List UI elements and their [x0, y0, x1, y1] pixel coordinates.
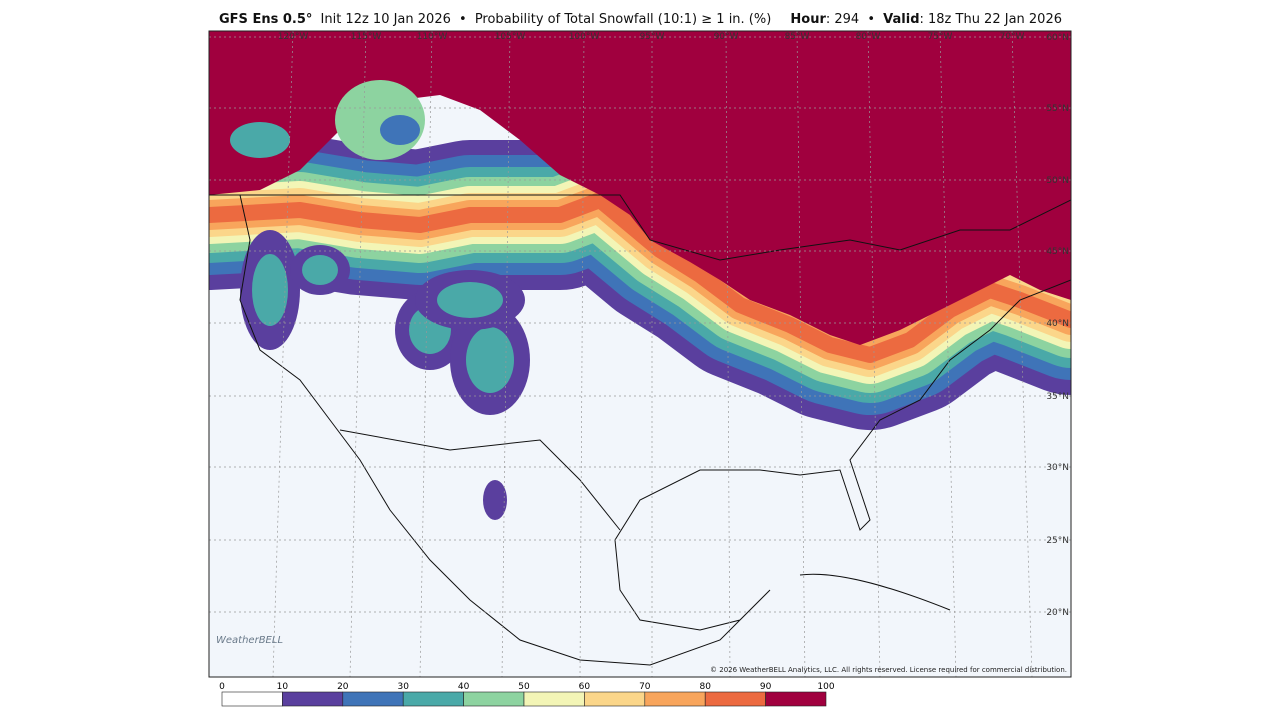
colorbar-segment [402, 691, 464, 707]
snow-blob [302, 255, 338, 285]
lon-label: 90°W [714, 32, 739, 42]
lat-label: 40°N [1046, 319, 1069, 329]
colorbar-segment [644, 691, 706, 707]
header-left: GFS Ens 0.5° Init 12z 10 Jan 2026 • Prob… [219, 12, 771, 27]
product: Probability of Total Snowfall (10:1) ≥ 1… [475, 12, 772, 27]
colorbar-tick-label: 0 [219, 682, 225, 692]
hour-label: Hour [790, 12, 826, 27]
lon-label: 105°W [495, 32, 526, 42]
colorbar-tick-label: 90 [760, 682, 772, 692]
lon-label: 115°W [351, 32, 382, 42]
lat-label: 25°N [1046, 536, 1069, 546]
lat-label: 35°N [1046, 392, 1069, 402]
colorbar-tick-label: 40 [458, 682, 470, 692]
lat-label: 55°N [1046, 104, 1069, 114]
lon-label: 120°W [278, 32, 309, 42]
colorbar-tick-label: 100 [817, 682, 834, 692]
snow-blob [437, 282, 503, 318]
model: GFS Ens 0.5° [219, 12, 312, 27]
logo: WeatherBELL [216, 635, 283, 646]
colorbar-tick-label: 30 [397, 682, 409, 692]
lat-label: 50°N [1046, 176, 1069, 186]
hour: : 294 [826, 12, 859, 27]
separator: • [459, 12, 467, 27]
lon-label: 70°W [1000, 32, 1025, 42]
snow-band [209, 192, 1071, 363]
separator: • [867, 12, 875, 27]
colorbar-segment [221, 691, 283, 707]
valid: : 18z Thu 22 Jan 2026 [920, 12, 1063, 27]
lon-label: 110°W [417, 32, 448, 42]
lat-label: 45°N [1046, 247, 1069, 257]
colorbar-tick-label: 20 [337, 682, 349, 692]
lon-label: 95°W [640, 32, 665, 42]
valid-label: Valid [883, 12, 919, 27]
colorbar-segment [704, 691, 766, 707]
colorbar-segment [523, 691, 585, 707]
init: Init 12z 10 Jan 2026 [321, 12, 451, 27]
snow-field [209, 31, 1071, 520]
colorbar-tick-label: 70 [639, 682, 651, 692]
colorbar-segment [342, 691, 404, 707]
lon-label: 100°W [569, 32, 600, 42]
colorbar-segment [584, 691, 646, 707]
colorbar-segment [765, 691, 827, 707]
lon-label: 85°W [785, 32, 810, 42]
lat-label: 60°N [1046, 33, 1069, 43]
graticule [209, 30, 1071, 678]
colorbar-segment [282, 691, 344, 707]
colorbar: 0 10 20 30 40 50 60 70 80 90 100 [219, 682, 835, 707]
colorbar-tick-label: 10 [277, 682, 289, 692]
snow-blob [483, 480, 507, 520]
colorbar-tick-label: 80 [699, 682, 711, 692]
lon-label: 75°W [928, 32, 953, 42]
lon-label: 80°W [856, 32, 881, 42]
colorbar-segment [463, 691, 525, 707]
map-frame [208, 30, 1072, 678]
snow-blob [252, 254, 288, 326]
lat-label: 20°N [1046, 608, 1069, 618]
lat-label: 30°N [1046, 463, 1069, 473]
header-right: Hour: 294 • Valid: 18z Thu 22 Jan 2026 [790, 12, 1062, 27]
snow-blob [466, 327, 514, 393]
boundaries [209, 194, 1071, 666]
copyright: © 2026 WeatherBELL Analytics, LLC. All r… [710, 666, 1067, 674]
colorbar-tick-label: 50 [518, 682, 530, 692]
colorbar-tick-label: 60 [579, 682, 591, 692]
